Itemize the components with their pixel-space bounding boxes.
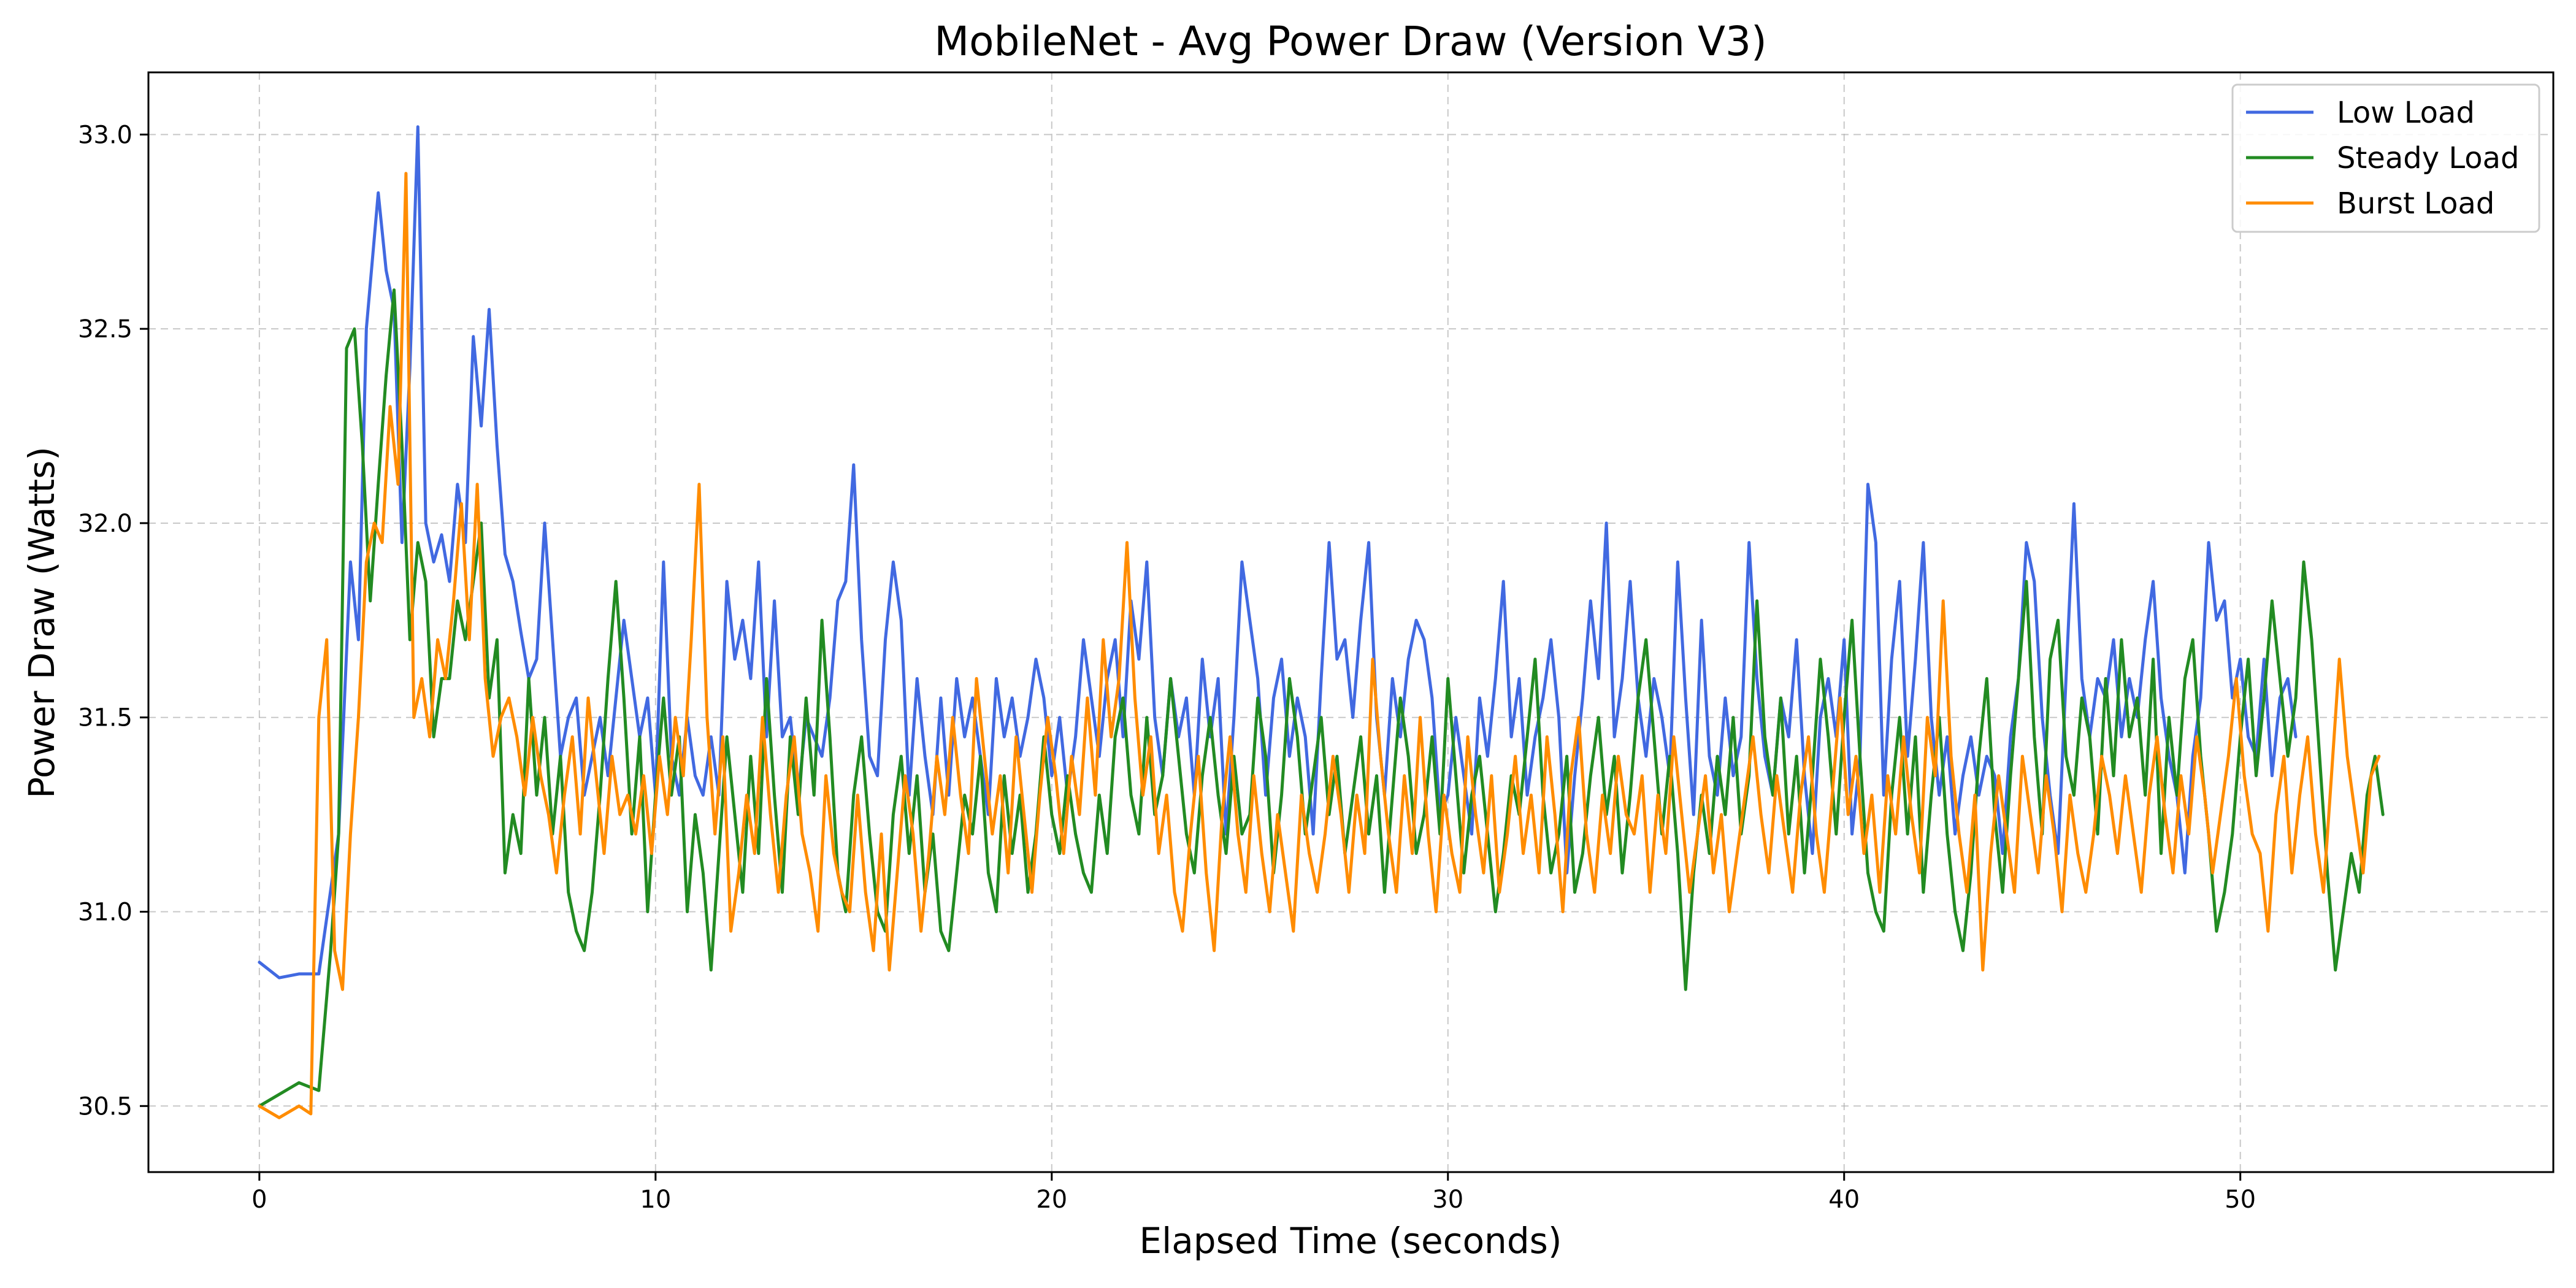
grid (148, 72, 2553, 1172)
x-tick-label: 20 (1036, 1186, 1067, 1214)
x-tick-label: 30 (1432, 1186, 1463, 1214)
legend-label: Steady Load (2337, 141, 2520, 175)
y-tick-label: 32.0 (78, 510, 132, 538)
x-tick-label: 0 (251, 1186, 267, 1214)
x-axis-label: Elapsed Time (seconds) (1140, 1220, 1562, 1262)
x-tick-label: 40 (1828, 1186, 1860, 1214)
y-tick-label: 30.5 (78, 1092, 132, 1121)
y-tick-label: 33.0 (78, 121, 132, 149)
legend-label: Burst Load (2337, 186, 2494, 221)
x-axis: 0 10 20 30 40 50 (251, 1172, 2256, 1214)
x-tick-label: 10 (640, 1186, 671, 1214)
y-tick-label: 31.0 (78, 899, 132, 927)
legend-box (2231, 83, 2540, 233)
chart-title: MobileNet - Avg Power Draw (Version V3) (934, 18, 1767, 65)
series-line-burst-load (258, 172, 2381, 1119)
y-tick-label: 31.5 (78, 704, 132, 732)
legend: Low Load Steady Load Burst Load (2231, 83, 2540, 233)
series-lines (258, 125, 2385, 1119)
x-tick-label: 50 (2225, 1186, 2256, 1214)
series-line-low-load (258, 125, 2298, 979)
y-axis-label: Power Draw (Watts) (21, 447, 63, 799)
y-axis: 30.5 31.0 31.5 32.0 32.5 33.0 (78, 121, 148, 1121)
plot-frame (147, 71, 2555, 1173)
legend-label: Low Load (2337, 96, 2475, 130)
y-tick-label: 32.5 (78, 315, 132, 343)
